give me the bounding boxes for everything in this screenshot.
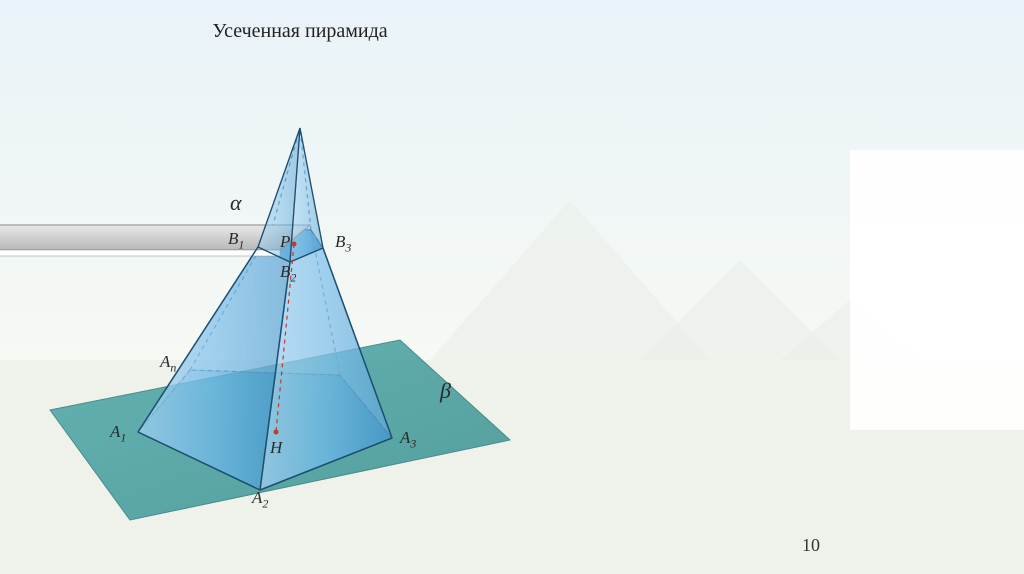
diagram-canvas: Усеченная пирамида bbox=[0, 0, 1024, 574]
label-b3: B3 bbox=[335, 232, 351, 255]
label-beta: β bbox=[440, 378, 451, 404]
point-p bbox=[292, 242, 297, 247]
label-a1: A1 bbox=[110, 422, 126, 445]
label-an: An bbox=[160, 352, 176, 375]
label-a3: A3 bbox=[400, 428, 416, 451]
label-b2: B2 bbox=[280, 262, 296, 285]
label-h: H bbox=[270, 438, 282, 458]
geometry-figure bbox=[0, 0, 600, 560]
label-p: P bbox=[280, 232, 290, 252]
point-h bbox=[274, 430, 279, 435]
label-alpha: α bbox=[230, 190, 242, 216]
page-number: 10 bbox=[0, 535, 820, 556]
label-a2: A2 bbox=[252, 488, 268, 511]
label-b1: B1 bbox=[228, 229, 244, 252]
